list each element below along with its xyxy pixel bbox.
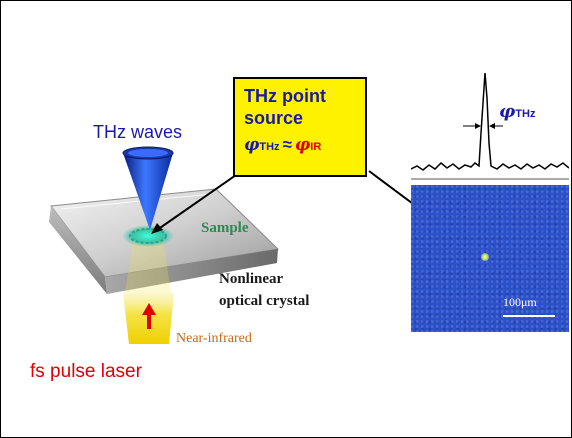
scale-bar-label: 100μm <box>503 295 537 309</box>
point-source-spot <box>481 253 489 261</box>
line-profile-panel: φTHz <box>411 73 569 183</box>
callout-title-line2: source <box>244 108 304 128</box>
crystal-label: Nonlinear optical crystal <box>219 268 309 312</box>
line-profile-plot <box>411 73 569 180</box>
phi-ir-subscript: IR <box>310 141 322 153</box>
crystal-label-line2: optical crystal <box>219 293 310 309</box>
approx-sign: ≈ <box>282 135 292 154</box>
up-arrow-icon <box>142 303 156 315</box>
callout-title-line1: THz point <box>244 86 326 106</box>
phi-thz-symbol: φ <box>244 135 260 155</box>
crystal-label-line1: Nonlinear <box>219 271 284 287</box>
sample-label: Sample <box>201 220 249 236</box>
point-source-callout: THz point source φTHz ≈ φIR <box>233 77 367 177</box>
profile-curve <box>411 73 569 171</box>
thz-image-panel: 100μm <box>411 185 569 332</box>
scale-bar <box>503 315 555 317</box>
laser-beam <box>123 293 174 344</box>
profile-phi-subscript: THz <box>515 108 536 120</box>
fs-laser-label: fs pulse laser <box>30 361 142 382</box>
callout-formula: φTHz ≈ φIR <box>244 135 365 155</box>
thz-waves-label: THz waves <box>93 122 183 142</box>
phi-ir-symbol: φ <box>294 135 311 155</box>
near-infrared-label: Near-infrared <box>176 331 252 346</box>
profile-label: φTHz <box>499 101 535 122</box>
phi-thz-subscript: THz <box>259 141 280 153</box>
profile-phi-symbol: φ <box>499 101 516 122</box>
thz-cone <box>122 146 174 230</box>
